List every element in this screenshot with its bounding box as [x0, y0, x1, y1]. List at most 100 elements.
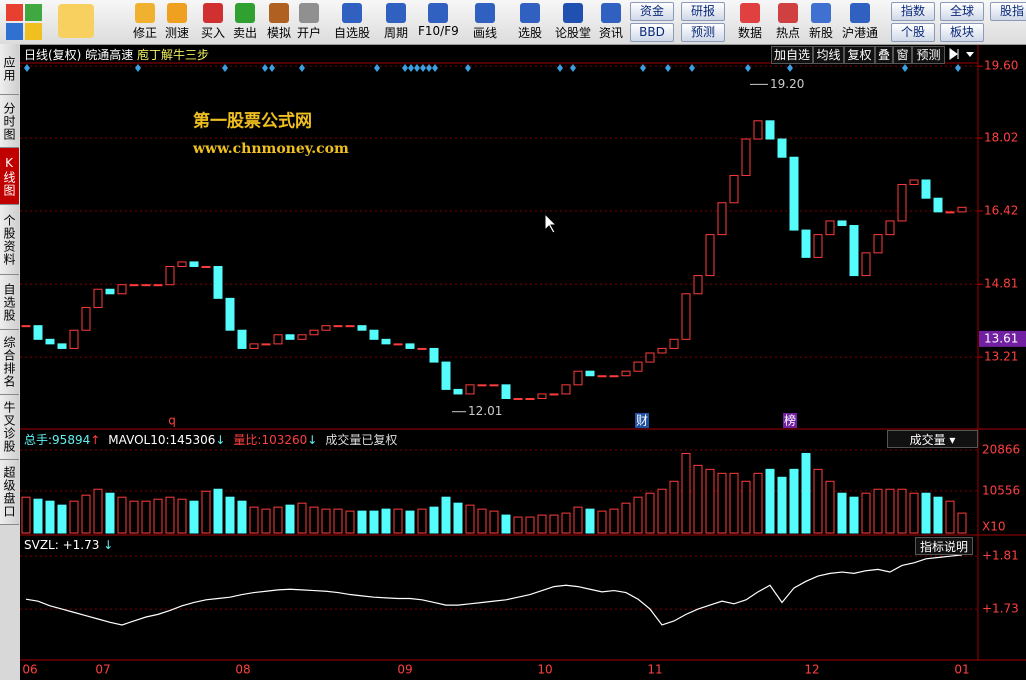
- toolbar-button[interactable]: 自选股: [332, 2, 372, 42]
- toolbar-button[interactable]: F10/F9: [418, 2, 459, 42]
- header-button[interactable]: 窗: [893, 46, 912, 64]
- toolbar-button[interactable]: 测速: [157, 2, 197, 42]
- candle: [921, 179, 931, 199]
- indicator-select[interactable]: 成交量 ▾: [887, 430, 978, 448]
- side-tab[interactable]: 牛叉诊股: [0, 395, 19, 460]
- toolbar-button[interactable]: 开户: [289, 2, 329, 42]
- x-tick-label: 11: [647, 663, 662, 677]
- volume-bar: [33, 498, 43, 534]
- side-tab[interactable]: 超级盘口: [0, 460, 19, 525]
- event-marker: [787, 64, 793, 72]
- toolbar-button[interactable]: 热点: [768, 2, 808, 42]
- volume-bar: [549, 514, 559, 534]
- volume-bar: [609, 508, 619, 534]
- toolbar-small-button[interactable]: 资金: [630, 2, 674, 21]
- candle: [645, 352, 655, 363]
- dropdown-icon[interactable]: [966, 52, 974, 57]
- side-tab[interactable]: 个股资料: [0, 205, 19, 275]
- svzl-header: SVZL: +1.73 ↓: [24, 538, 113, 552]
- toolbar-button[interactable]: 论股堂: [553, 2, 593, 42]
- volume-note: 成交量已复权: [325, 433, 398, 447]
- toolbar-small-button[interactable]: 指数: [891, 2, 935, 21]
- header-button[interactable]: 均线: [813, 46, 844, 64]
- volume-bar: [429, 506, 439, 534]
- header-button[interactable]: 加自选: [771, 46, 813, 64]
- toolbar-button[interactable]: 资讯: [591, 2, 631, 42]
- y-tick-label: +1.81: [982, 549, 1019, 563]
- stat-value: 95894: [52, 433, 91, 447]
- volume-bar: [621, 502, 631, 534]
- header-button[interactable]: 预测: [912, 46, 945, 64]
- chart-background: [20, 44, 1026, 680]
- event-marker: [432, 64, 438, 72]
- volume-bar: [357, 510, 367, 534]
- logo[interactable]: [6, 4, 42, 40]
- toolbar-button[interactable]: 选股: [510, 2, 550, 42]
- volume-bar: [477, 508, 487, 534]
- side-tab[interactable]: 分时图: [0, 95, 19, 148]
- side-tab[interactable]: K线图: [0, 148, 19, 205]
- candle: [141, 284, 151, 287]
- svzl-trend: ↓: [103, 538, 114, 552]
- toolbar-small-button[interactable]: BBD: [630, 23, 674, 42]
- toolbar-small-button[interactable]: 预测: [681, 23, 725, 42]
- svzl-line: [25, 554, 963, 626]
- button-icon: [203, 3, 223, 23]
- header-button[interactable]: 复权: [844, 46, 875, 64]
- volume-bar: [873, 488, 883, 534]
- toolbar-small-button[interactable]: 研报: [681, 2, 725, 21]
- candle: [861, 252, 871, 277]
- toolbar-small-button[interactable]: 个股: [891, 23, 935, 42]
- toolbar-button[interactable]: 修正: [125, 2, 165, 42]
- event-marker: [420, 64, 426, 72]
- low-label: 12.01: [468, 404, 502, 418]
- header-button[interactable]: 叠: [875, 46, 893, 64]
- volume-bar: [465, 504, 475, 534]
- candle: [429, 347, 439, 363]
- candle: [369, 329, 379, 340]
- x-tick-label: 07: [95, 663, 110, 677]
- toolbar-button[interactable]: 数据: [730, 2, 770, 42]
- button-label: 新股: [808, 26, 833, 40]
- button-icon: [778, 3, 798, 23]
- indicator-help[interactable]: 指标说明: [915, 537, 973, 555]
- candle: [261, 343, 271, 346]
- toolbar-button[interactable]: 沪港通: [840, 2, 880, 42]
- toolbar-small-button[interactable]: 股指: [990, 2, 1026, 21]
- toolbar-button[interactable]: 周期: [376, 2, 416, 42]
- volume-bar: [561, 512, 571, 534]
- candle: [753, 120, 763, 140]
- stat-value: 103260: [261, 433, 308, 447]
- event-marker: [689, 64, 695, 72]
- volume-bar: [69, 500, 79, 534]
- volume-bar: [417, 508, 427, 534]
- candle: [333, 325, 343, 328]
- side-tab[interactable]: 综合排名: [0, 330, 19, 395]
- button-icon: [428, 3, 448, 23]
- toolbar-button[interactable]: 模拟: [259, 2, 299, 42]
- toolbar-small-button[interactable]: 全球: [940, 2, 984, 21]
- x-tick-label: 01: [954, 663, 969, 677]
- toolbar-group: 指数 个股: [891, 2, 935, 42]
- toolbar-button[interactable]: 画线: [465, 2, 505, 42]
- volume-bar: [369, 510, 379, 534]
- volume-bar: [597, 510, 607, 534]
- expand-icon[interactable]: [949, 48, 959, 60]
- toolbar-group: 研报 预测: [681, 2, 725, 42]
- candle: [813, 234, 823, 258]
- toolbar-button[interactable]: 新股: [801, 2, 841, 42]
- y-tick-label: 18.02: [984, 131, 1018, 145]
- toolbar-button[interactable]: 卖出: [225, 2, 265, 42]
- toolbar-button[interactable]: 买入: [193, 2, 233, 42]
- candle: [789, 156, 799, 231]
- side-tab[interactable]: 自选股: [0, 275, 19, 330]
- toolbar-small-button[interactable]: 板块: [940, 23, 984, 42]
- side-tab[interactable]: 应用: [0, 44, 19, 95]
- event-marker: [24, 64, 30, 72]
- candle: [741, 138, 751, 176]
- candle: [357, 325, 367, 331]
- candle: [21, 325, 31, 328]
- back-button[interactable]: [58, 4, 94, 38]
- candle: [201, 265, 211, 268]
